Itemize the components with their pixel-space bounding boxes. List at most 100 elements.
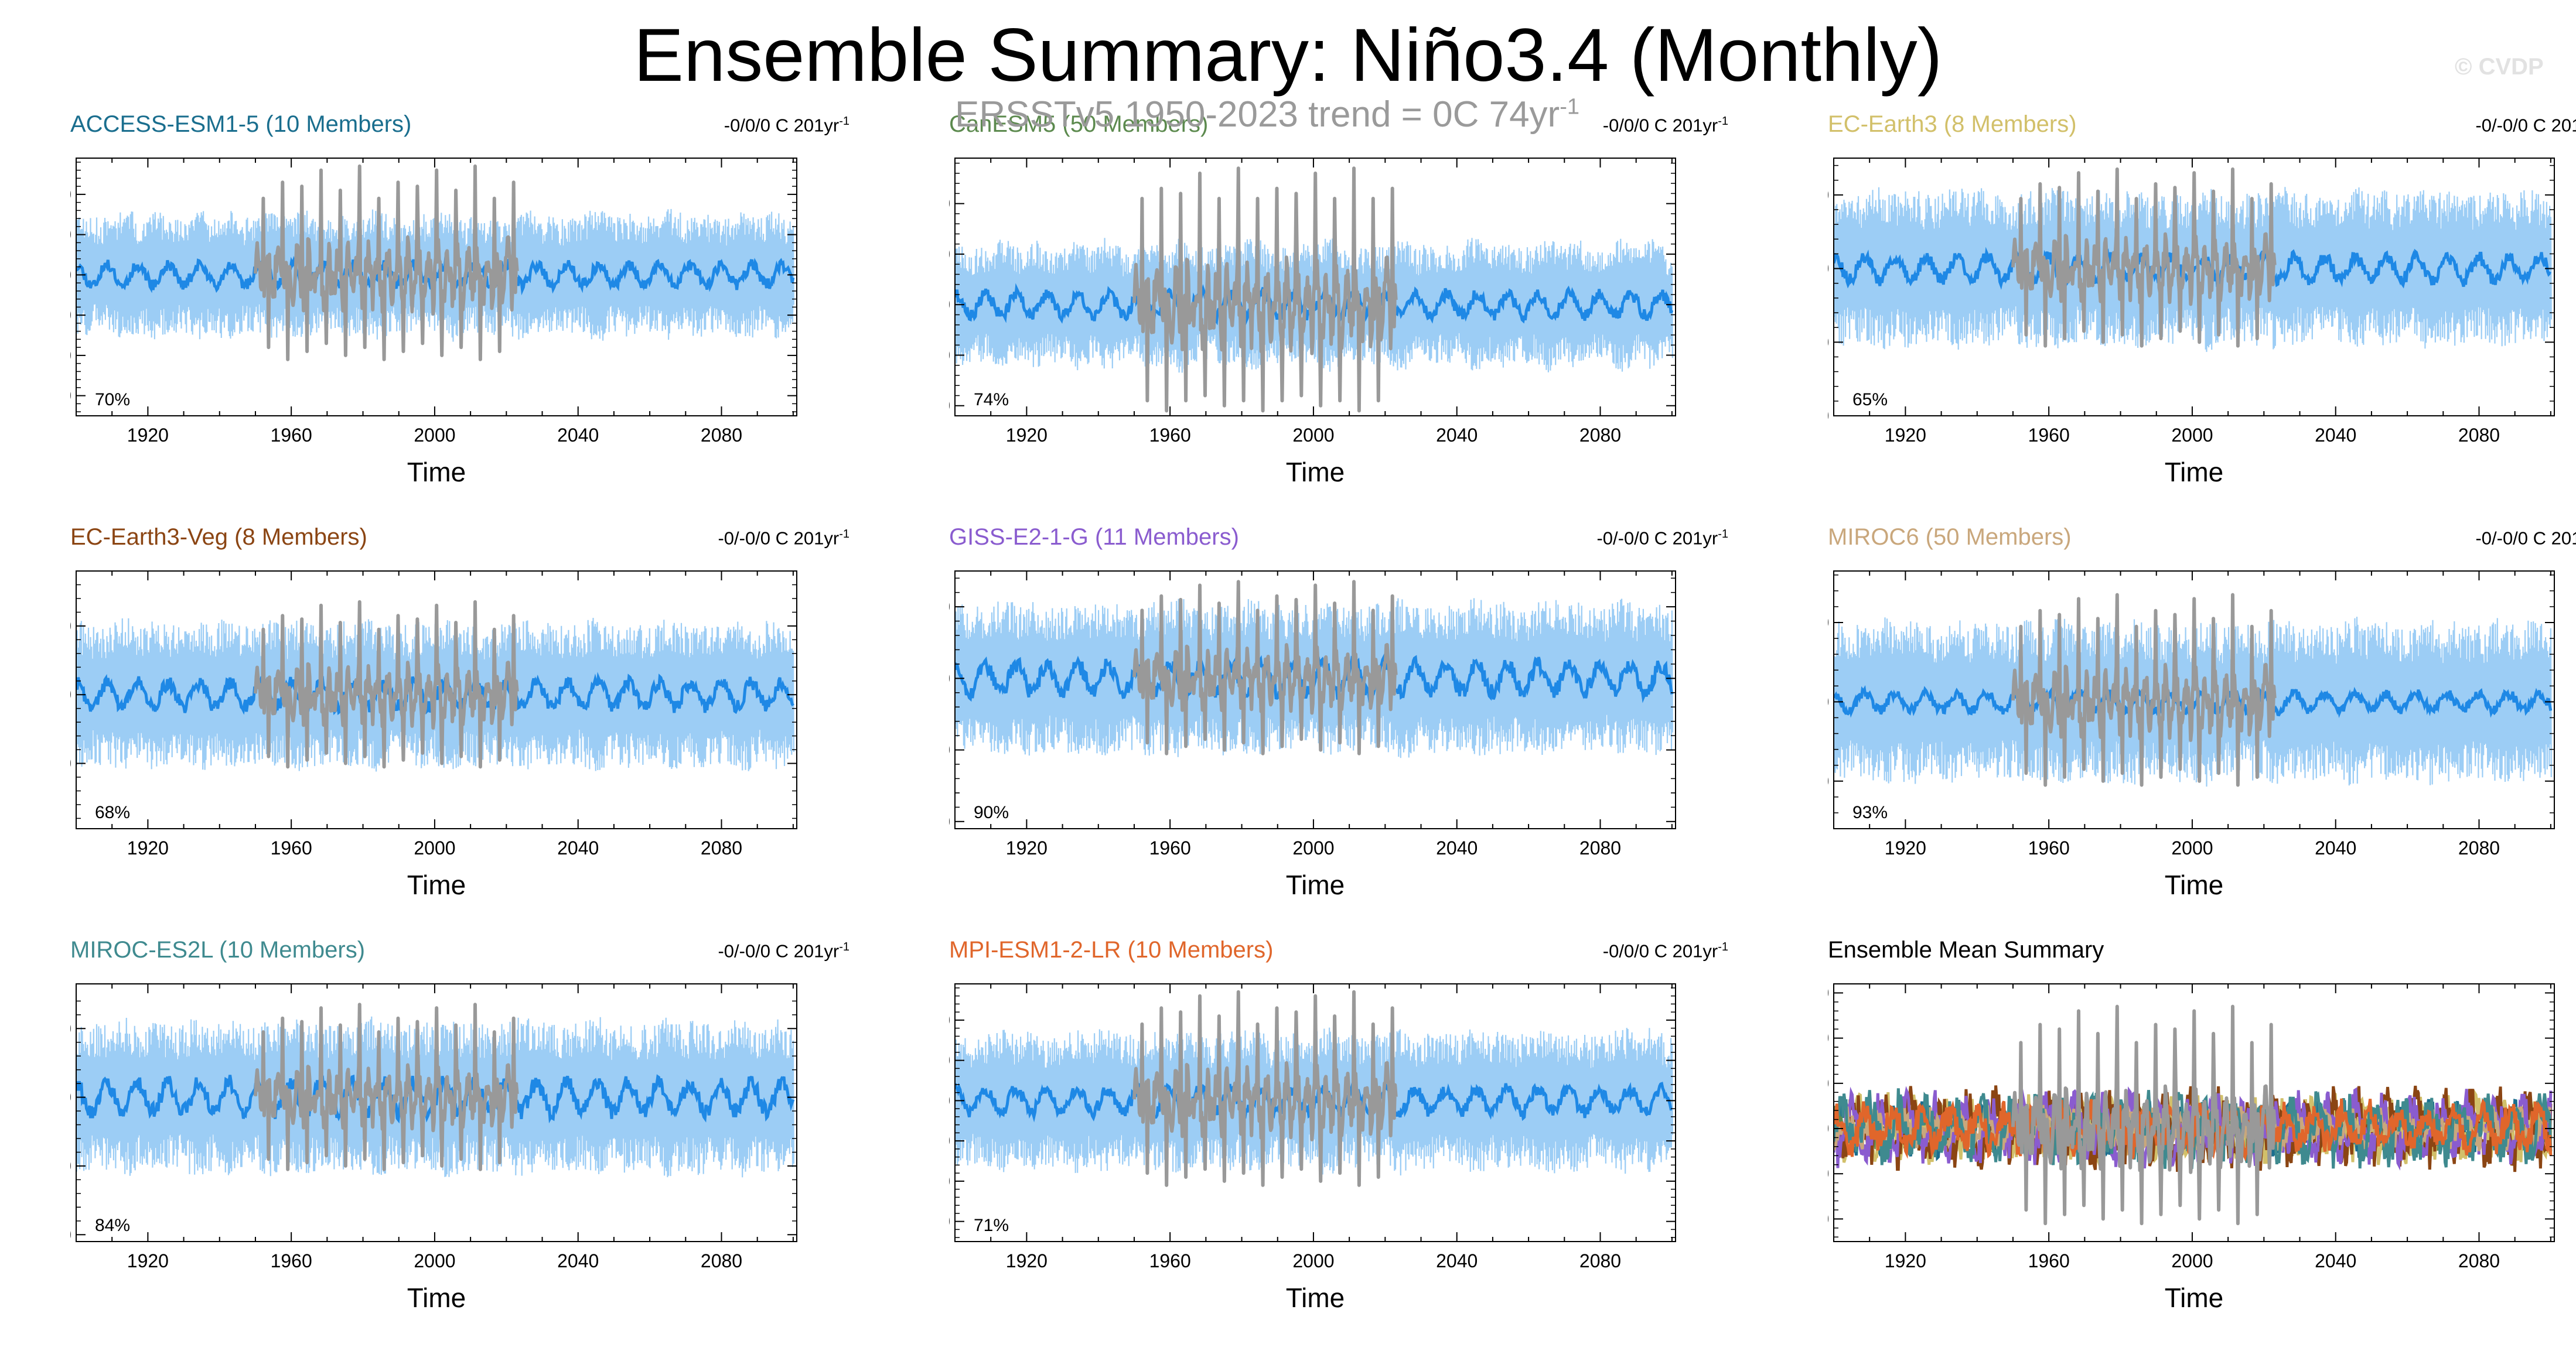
observation-trend-label: ERSSTv5 1950-2023 trend = 0C 74yr-1 (955, 94, 1579, 135)
x-tick-label: 2000 (2171, 425, 2213, 446)
x-tick-label: 1960 (271, 837, 312, 859)
panel-trend-superscript: -1 (839, 941, 849, 953)
x-tick-label: 2040 (2315, 837, 2356, 859)
observation-line (1132, 990, 1398, 1187)
y-tick-label: -2.0 (70, 345, 71, 366)
y-tick-label: 2.0 (949, 596, 950, 617)
x-tick-label: 2000 (414, 837, 455, 859)
x-tick-label: 2040 (1436, 1250, 1478, 1271)
panel-trend-label: -0/-0/0 C 201yr-1 (718, 941, 849, 962)
x-tick-label: 1960 (2028, 425, 2070, 446)
panel-ec-earth3-8-members: 1920 1960 2000 2040 2080 -4.0 -2.0 0.0 2.0 Time 65… (1828, 111, 2576, 510)
x-tick-label: 1920 (1006, 1250, 1048, 1271)
y-tick-label: -2.0 (949, 1171, 950, 1192)
x-tick-label: 2000 (1292, 425, 1334, 446)
pattern-correlation-label: 70% (95, 390, 130, 409)
x-tick-label: 1920 (127, 425, 169, 446)
x-tick-label: 2080 (1579, 837, 1621, 859)
chart-access-esm1-5-10-members: 1920 1960 2000 2040 2080 -3.0 -2.0 -1.0 0.0 1.0 2.… (70, 158, 797, 487)
panel-giss-e2-1-g-11-members: 1920 1960 2000 2040 2080 -4.0 -2.0 0.0 2.0 Time 90… (949, 524, 1728, 922)
panel-trend-label: -0/0/0 C 201yr-1 (1603, 115, 1728, 136)
y-tick-label: 2.0 (70, 184, 71, 205)
panel-trend-text: -0/-0/0 C 201yr (718, 528, 840, 549)
x-tick-label: 2080 (2458, 425, 2500, 446)
plot-frame (954, 570, 1676, 829)
observation-trend-text: ERSSTv5 1950-2023 trend = 0C 74yr (955, 94, 1560, 135)
chart-miroc6-50-members: 1920 1960 2000 2040 2080 -2.0 0.0 2.0 Time 93% (1828, 570, 2555, 900)
x-tick-label: 2080 (2458, 1250, 2500, 1271)
y-tick-label: 1.0 (949, 244, 950, 265)
x-tick-label: 2080 (701, 1250, 742, 1271)
chart-canesm5-50-members: 1920 1960 2000 2040 2080 -2.0 -1.0 0.0 1.0 2.0 Tim… (949, 158, 1676, 487)
x-tick-label: 2040 (557, 425, 599, 446)
panel-access-esm1-5-10-members: 1920 1960 2000 2040 2080 -3.0 -2.0 -1.0 0.0 1.0 2.… (70, 111, 849, 510)
observation-line (2011, 593, 2277, 787)
plot-area (955, 990, 1673, 1187)
y-tick-label: 3.0 (1828, 982, 1829, 1003)
x-axis-title: Time (1286, 870, 1345, 900)
plot-frame (954, 158, 1676, 416)
chart-ec-earth3-8-members: 1920 1960 2000 2040 2080 -4.0 -2.0 0.0 2.0 Time 65… (1828, 158, 2555, 487)
chart-mpi-esm1-2-lr-10-members: 1920 1960 2000 2040 2080 -3.0 -2.0 -1.0 0.0 1.0 2.… (949, 983, 1676, 1313)
x-axis-title: Time (407, 870, 466, 900)
panel-trend-text: -0/0/0 C 201yr (1602, 115, 1718, 136)
cvdp-credit: © CVDP (2455, 54, 2544, 80)
observation-line (1132, 166, 1398, 413)
plot-frame (76, 570, 797, 829)
panel-trend-text: -0/-0/0 C 201yr (2475, 115, 2576, 136)
y-tick-label: -1.0 (949, 1130, 950, 1151)
x-tick-label: 2040 (557, 837, 599, 859)
y-tick-label: 0.0 (70, 1087, 71, 1108)
x-tick-label: 1960 (2028, 837, 2070, 859)
pattern-correlation-label: 84% (95, 1216, 130, 1235)
x-axis-title: Time (1286, 1283, 1345, 1313)
panel-trend-text: -0/-0/0 C 201yr (2475, 528, 2576, 549)
panel-trend-text: -0/-0/0 C 201yr (1596, 528, 1718, 549)
plot-area (1834, 167, 2552, 352)
panel-trend-superscript: -1 (839, 528, 849, 541)
plot-area (955, 580, 1674, 758)
x-tick-label: 2080 (1579, 1250, 1621, 1271)
observation-line (254, 164, 519, 361)
y-tick-label: 1.0 (949, 1050, 950, 1071)
plot-frame (1833, 570, 2555, 829)
plot-frame (76, 983, 797, 1242)
pattern-correlation-label: 71% (974, 1216, 1009, 1235)
x-tick-label: 1920 (1885, 1250, 1926, 1271)
observation-line (2011, 1004, 2277, 1226)
x-tick-label: 1960 (271, 425, 312, 446)
y-tick-label: -2.0 (70, 753, 71, 774)
plot-area (76, 164, 795, 361)
x-tick-label: 2080 (701, 837, 742, 859)
panel-trend-label: -0/-0/0 C 201yr-1 (718, 528, 849, 549)
y-tick-label: 2.0 (1828, 1028, 1829, 1049)
y-tick-label: 0.0 (949, 1090, 950, 1111)
plot-area (76, 1003, 795, 1178)
panel-trend-superscript: -1 (1718, 115, 1728, 128)
y-tick-label: -2.0 (1828, 331, 1829, 353)
x-axis-title: Time (2165, 457, 2224, 487)
panel-title: MIROC-ES2L (10 Members) (70, 937, 366, 963)
observation-line (254, 1003, 519, 1171)
panel-miroc-es2l-10-members: 1920 1960 2000 2040 2080 -4.0 -2.0 0.0 2.0 Time 84… (70, 937, 849, 1335)
x-tick-label: 2040 (1436, 425, 1478, 446)
panel-trend-label: -0/-0/0 C 201yr-1 (2475, 528, 2576, 549)
x-tick-label: 2040 (2315, 1250, 2356, 1271)
x-tick-label: 1960 (1149, 425, 1191, 446)
x-axis-title: Time (1286, 457, 1345, 487)
x-tick-label: 2080 (1579, 425, 1621, 446)
y-tick-label: 2.0 (1828, 184, 1829, 206)
x-tick-label: 1920 (1885, 837, 1926, 859)
panel-miroc6-50-members: 1920 1960 2000 2040 2080 -2.0 0.0 2.0 Time 93% MIR… (1828, 524, 2576, 922)
panel-trend-text: -0/-0/0 C 201yr (718, 941, 840, 962)
y-tick-label: -3.0 (949, 1211, 950, 1232)
x-tick-label: 2000 (2171, 1250, 2213, 1271)
pattern-correlation-label: 93% (1852, 803, 1888, 822)
panel-title: CanESM5 (50 Members) (949, 111, 1209, 137)
plot-frame (954, 983, 1676, 1242)
y-tick-label: 0.0 (1828, 691, 1829, 712)
y-tick-label: -4.0 (1828, 405, 1829, 426)
x-tick-label: 2000 (1292, 837, 1334, 859)
panel-title: ACCESS-ESM1-5 (10 Members) (70, 111, 412, 137)
y-tick-label: 2.0 (70, 1018, 71, 1039)
